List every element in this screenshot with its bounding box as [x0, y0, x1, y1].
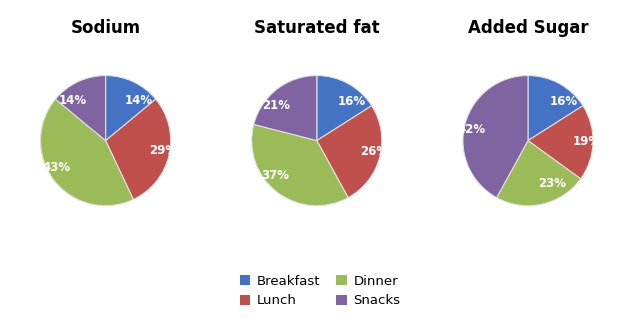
Title: Added Sugar: Added Sugar	[468, 19, 588, 37]
Text: 37%: 37%	[262, 169, 290, 182]
Text: 19%: 19%	[572, 135, 600, 148]
Text: 14%: 14%	[124, 94, 152, 107]
Text: 42%: 42%	[457, 123, 485, 136]
Title: Sodium: Sodium	[70, 19, 141, 37]
Wedge shape	[254, 76, 317, 141]
Title: Saturated fat: Saturated fat	[254, 19, 380, 37]
Legend: Breakfast, Lunch, Dinner, Snacks: Breakfast, Lunch, Dinner, Snacks	[234, 269, 406, 313]
Text: 23%: 23%	[538, 177, 566, 190]
Text: 21%: 21%	[262, 99, 290, 112]
Wedge shape	[106, 76, 156, 141]
Text: 29%: 29%	[148, 144, 177, 157]
Text: 16%: 16%	[549, 95, 577, 108]
Text: 14%: 14%	[59, 94, 87, 107]
Text: 26%: 26%	[360, 145, 388, 158]
Wedge shape	[317, 106, 382, 198]
Wedge shape	[252, 125, 348, 206]
Wedge shape	[497, 141, 580, 206]
Text: 43%: 43%	[42, 161, 70, 174]
Wedge shape	[40, 99, 133, 206]
Wedge shape	[528, 106, 593, 179]
Wedge shape	[528, 76, 583, 141]
Wedge shape	[106, 99, 171, 199]
Text: 16%: 16%	[338, 95, 366, 108]
Wedge shape	[463, 76, 528, 198]
Wedge shape	[317, 76, 372, 141]
Wedge shape	[56, 76, 106, 141]
